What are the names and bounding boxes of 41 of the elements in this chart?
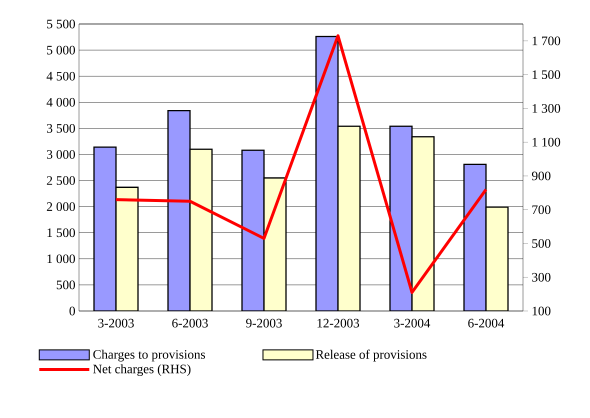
bar [337, 126, 361, 311]
y-tick-label: 5 000 [47, 46, 75, 54]
y-tick-label: 5 500 [47, 20, 75, 28]
x-tick-label: 6-2003 [172, 318, 208, 328]
y2-tick-label: 100 [532, 306, 550, 316]
y2-tick-label: 1 500 [532, 70, 560, 80]
x-tick-label: 3-2004 [394, 318, 430, 328]
legend-label: Charges to provisions [93, 350, 206, 362]
y-tick-label: 3 500 [46, 124, 75, 133]
y-tick-label: 0 [70, 306, 75, 316]
y-tick-label: 4 000 [46, 98, 75, 107]
legend-label: Net charges (RHS) [93, 364, 191, 376]
y2-tick-label: 700 [532, 205, 550, 214]
bar [315, 36, 339, 311]
bar [485, 206, 509, 311]
y-tick-label: 2 000 [46, 202, 75, 212]
x-tick-label: 3-2003 [98, 318, 134, 328]
bar [115, 186, 139, 311]
bar [167, 110, 191, 311]
y-tick-label: 3 000 [46, 150, 75, 159]
bar [411, 136, 435, 311]
y2-tick-label: 1 700 [532, 36, 560, 46]
x-tick-label: 9-2003 [246, 318, 282, 328]
y-tick-label: 1 000 [47, 254, 75, 264]
bar [241, 150, 265, 311]
y-tick-label: 1 500 [47, 228, 75, 238]
legend-label: Release of provisions [316, 350, 427, 362]
y2-tick-label: 300 [532, 272, 550, 282]
bar [463, 164, 487, 311]
y2-tick-label: 1 300 [532, 104, 560, 113]
y-tick-label: 500 [56, 280, 75, 290]
y-tick-label: 2 500 [46, 176, 75, 185]
y2-tick-label: 900 [532, 172, 550, 180]
x-tick-label: 6-2004 [468, 318, 504, 328]
y-tick-label: 4 500 [46, 72, 75, 81]
y2-tick-label: 1 100 [532, 138, 560, 147]
line-series [114, 34, 488, 294]
x-tick-label: 12-2003 [318, 318, 360, 328]
bar [189, 148, 213, 311]
y2-tick-label: 500 [532, 239, 550, 248]
bar [93, 146, 117, 311]
